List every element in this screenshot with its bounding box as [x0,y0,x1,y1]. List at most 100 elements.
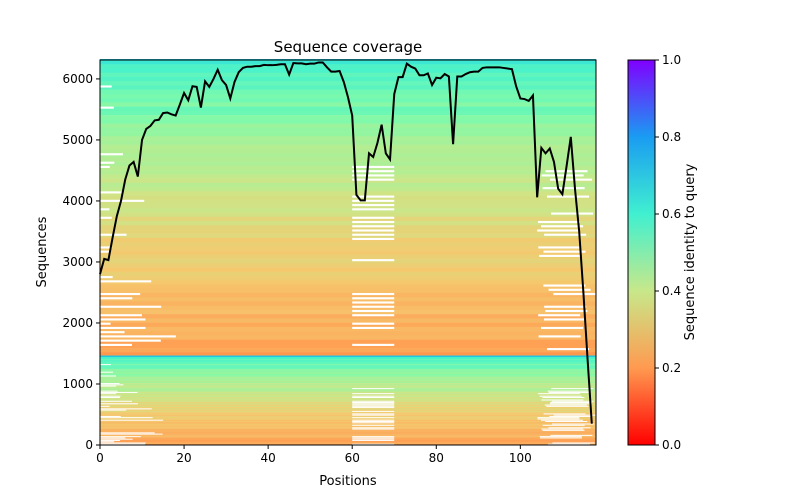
msa-row [100,161,596,167]
msa-row [100,417,596,419]
msa-gap [352,174,395,177]
msa-gap [352,437,395,439]
msa-row [100,415,596,418]
msa-gap [100,442,146,444]
msa-row [100,153,596,158]
y-tick-label: 0 [85,438,93,452]
msa-gap [352,422,395,424]
msa-gap [545,309,588,313]
msa-row [100,427,596,429]
msa-gap [100,314,142,317]
msa-gap [100,432,155,434]
msa-gap [352,403,395,405]
msa-gap [100,439,121,441]
msa-gap [100,433,163,435]
msa-row [100,216,596,222]
msa-row [100,419,596,422]
msa-row [100,432,596,434]
y-tick-label: 6000 [62,72,93,86]
msa-gap [352,443,395,445]
msa-row [100,357,596,360]
msa-gap [352,395,395,397]
msa-gap [538,393,581,395]
msa-gap [100,199,145,202]
msa-gap [352,170,395,173]
msa-row [100,76,596,82]
msa-row [100,178,596,184]
colorbar-ticks: 0.0 0.2 0.4 0.6 0.8 1.0 [655,53,681,452]
colorbar-tick-label: 1.0 [662,53,681,67]
msa-row [100,144,596,150]
msa-gap [352,396,395,398]
msa-row [100,367,596,370]
msa-gap [100,106,114,109]
msa-gap [352,314,395,317]
msa-row [100,399,596,402]
msa-row [100,356,596,359]
msa-row [100,409,596,412]
msa-row [100,123,596,129]
msa-gap [352,237,395,241]
colorbar-tick-label: 0.0 [662,438,681,452]
msa-row [100,383,596,385]
msa-row [100,402,596,404]
msa-gap [541,225,584,228]
msa-gap [543,284,586,287]
msa-row [100,412,596,414]
msa-row-query [100,355,596,358]
msa-row [100,424,596,427]
msa-row [100,365,596,367]
msa-gap [551,388,594,390]
y-axis-label: Sequences [35,216,50,287]
msa-row [100,376,596,379]
msa-gap [352,326,395,329]
msa-row [100,119,596,124]
msa-row [100,297,596,302]
msa-row [100,395,596,398]
msa-row [100,386,596,389]
msa-row [100,335,596,340]
msa-gap [352,405,395,407]
msa-gap [352,208,395,211]
msa-gap [100,393,117,395]
msa-gap [541,174,584,177]
msa-gap [100,396,120,398]
msa-row [100,322,596,328]
msa-row [100,339,596,345]
msa-gap [352,259,395,262]
msa-gap [352,297,395,300]
msa-row [100,369,596,371]
y-tick-label: 5000 [62,133,93,147]
msa-row [100,212,596,218]
msa-gap [100,335,176,338]
msa-gap [545,420,588,422]
msa-gap [352,420,395,422]
msa-row [100,165,596,171]
msa-gap [100,364,111,366]
colorbar-tick-label: 0.6 [662,207,681,221]
msa-row [100,301,596,306]
msa-row [100,237,596,243]
msa-gap [352,424,395,426]
msa-heatmap [100,59,596,446]
msa-gap [544,404,587,406]
msa-row [100,106,596,112]
msa-row [100,280,596,285]
msa-gap [352,428,395,430]
msa-gap [352,195,395,198]
msa-gap [100,318,146,321]
x-tick-label: 40 [260,451,275,465]
msa-row [100,379,596,381]
msa-row [100,318,596,323]
msa-row [100,233,596,239]
msa-gap [100,305,162,308]
msa-row [100,102,596,107]
msa-gap [100,371,114,373]
msa-row [100,199,596,205]
msa-gap [100,165,110,169]
msa-row [100,384,596,386]
msa-gap [100,208,110,211]
msa-gap [100,417,153,419]
msa-row [100,366,596,369]
